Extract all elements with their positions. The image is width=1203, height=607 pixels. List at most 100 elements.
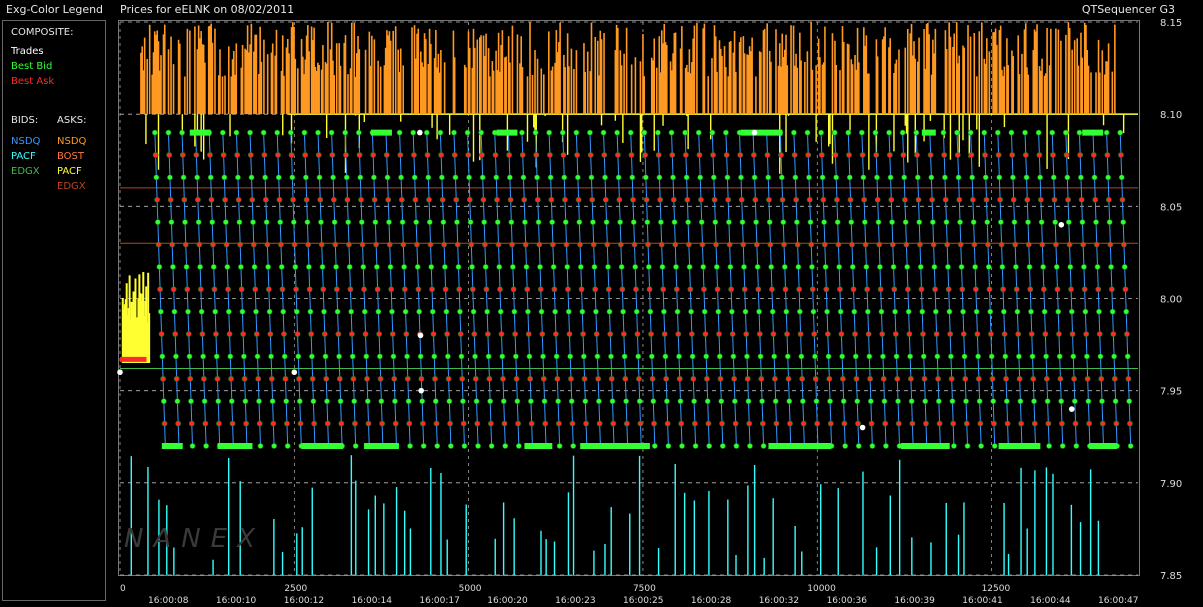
quote-marker bbox=[569, 420, 576, 427]
x-tick-label: 2500 bbox=[284, 584, 307, 594]
quote-marker bbox=[837, 308, 844, 315]
quote-marker bbox=[946, 308, 953, 315]
quote-marker bbox=[290, 196, 296, 203]
quote-marker bbox=[731, 398, 738, 405]
trade-point bbox=[751, 129, 758, 136]
quote-marker bbox=[580, 331, 586, 337]
quote-marker bbox=[356, 152, 363, 158]
quote-marker bbox=[506, 152, 513, 158]
quote-marker bbox=[293, 286, 299, 293]
quote-marker bbox=[849, 241, 855, 248]
quote-marker bbox=[234, 152, 241, 158]
quote-marker bbox=[324, 420, 331, 427]
quote-marker bbox=[1069, 331, 1076, 337]
quote-marker bbox=[907, 375, 914, 382]
quote-marker bbox=[379, 420, 386, 427]
quote-marker bbox=[534, 196, 541, 203]
x-tick-label: 5000 bbox=[459, 584, 482, 594]
quote-marker bbox=[358, 196, 364, 203]
quote-marker bbox=[550, 263, 557, 270]
quote-marker bbox=[1062, 129, 1069, 136]
quote-marker bbox=[555, 420, 562, 427]
quote-marker bbox=[296, 375, 302, 382]
quote-marker bbox=[1044, 398, 1051, 405]
quote-marker bbox=[432, 375, 438, 382]
quote-marker bbox=[765, 174, 772, 181]
quote-marker bbox=[716, 331, 722, 337]
quote-marker bbox=[252, 286, 259, 293]
quote-marker bbox=[758, 375, 765, 382]
quote-marker bbox=[603, 219, 610, 226]
quote-marker bbox=[787, 420, 793, 427]
quote-marker bbox=[995, 152, 1002, 158]
quote-marker bbox=[383, 152, 390, 158]
quote-marker bbox=[760, 443, 767, 449]
quote-marker bbox=[729, 331, 736, 337]
quote-marker bbox=[358, 219, 365, 226]
y-tick-label: 8.10 bbox=[1160, 110, 1182, 121]
quote-marker bbox=[166, 152, 173, 158]
quote-marker bbox=[877, 286, 884, 293]
quote-marker bbox=[495, 241, 502, 248]
quote-marker bbox=[316, 174, 323, 181]
quote-marker bbox=[717, 375, 724, 382]
quote-marker bbox=[590, 241, 597, 248]
quote-marker bbox=[954, 152, 961, 158]
quote-marker bbox=[962, 375, 969, 382]
quote-marker bbox=[851, 308, 858, 315]
quote-marker bbox=[620, 331, 627, 337]
y-tick-label: 8.05 bbox=[1160, 202, 1182, 213]
quote-marker bbox=[697, 174, 704, 181]
quote-marker bbox=[1118, 152, 1124, 158]
quote-marker bbox=[308, 331, 315, 337]
quote-marker bbox=[863, 263, 870, 270]
quote-marker bbox=[566, 331, 573, 337]
quote-marker bbox=[213, 331, 219, 337]
quote-marker bbox=[768, 263, 775, 270]
quote-marker bbox=[825, 353, 832, 360]
quote-marker bbox=[658, 219, 664, 226]
quote-marker bbox=[171, 308, 178, 315]
quote-marker bbox=[1093, 219, 1099, 226]
quote-marker bbox=[202, 420, 209, 427]
quote-marker bbox=[564, 263, 571, 270]
quote-marker bbox=[853, 375, 860, 382]
quote-marker bbox=[1028, 331, 1035, 337]
quote-marker bbox=[371, 196, 378, 203]
quote-marker bbox=[419, 398, 426, 405]
trade-point bbox=[859, 424, 866, 431]
quote-marker bbox=[635, 353, 642, 360]
quote-marker bbox=[824, 331, 831, 337]
quote-marker bbox=[1040, 263, 1047, 270]
quote-marker bbox=[1022, 152, 1029, 158]
quote-marker bbox=[849, 263, 856, 270]
quote-marker bbox=[318, 241, 325, 248]
quote-marker bbox=[322, 353, 329, 360]
quote-marker bbox=[906, 331, 913, 337]
quote-marker bbox=[289, 174, 296, 181]
quote-marker bbox=[416, 308, 423, 315]
quote-marker bbox=[219, 129, 226, 136]
quote-marker bbox=[157, 286, 163, 293]
quote-marker bbox=[781, 263, 788, 270]
quote-marker bbox=[945, 286, 952, 293]
quote-marker bbox=[702, 331, 709, 337]
quote-marker bbox=[956, 196, 963, 203]
quote-marker bbox=[498, 331, 505, 337]
quote-marker bbox=[1055, 308, 1062, 315]
quote-marker bbox=[1085, 398, 1092, 405]
quote-marker bbox=[540, 353, 546, 360]
quote-marker bbox=[791, 129, 797, 136]
legend-bid-nsdq: NSDQ bbox=[11, 136, 41, 147]
quote-marker bbox=[827, 420, 834, 427]
quote-marker bbox=[480, 196, 487, 203]
quote-marker bbox=[808, 241, 815, 248]
quote-marker bbox=[641, 129, 648, 136]
quote-marker bbox=[240, 331, 247, 337]
quote-marker bbox=[253, 331, 260, 337]
quote-marker bbox=[168, 219, 175, 226]
quote-marker bbox=[769, 308, 776, 315]
quote-marker bbox=[179, 152, 186, 158]
quote-marker bbox=[420, 443, 427, 449]
quote-marker bbox=[343, 152, 349, 158]
